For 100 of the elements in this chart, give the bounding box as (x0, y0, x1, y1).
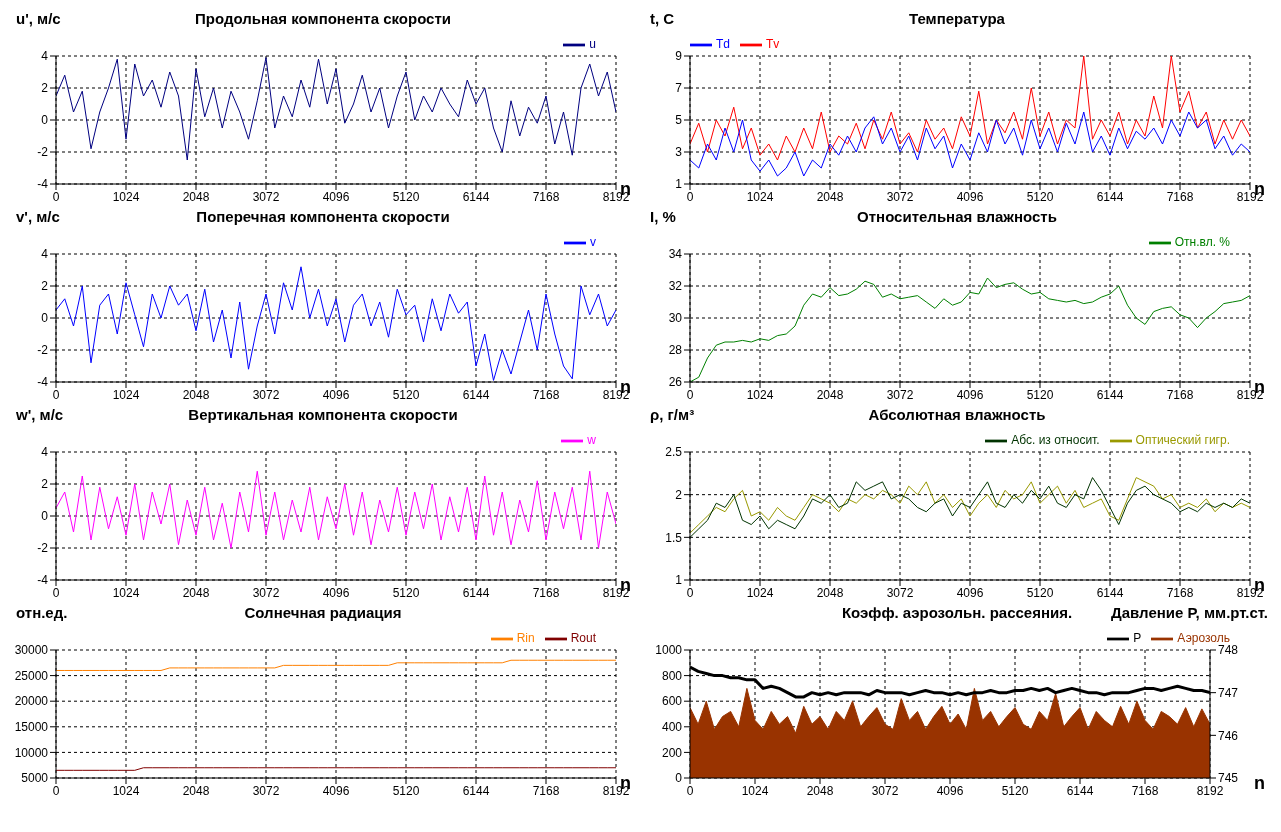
x-tick-label: 4096 (322, 783, 350, 798)
x-tick-label: 5120 (392, 387, 420, 402)
x-tick-label: 6144 (462, 585, 490, 600)
legend-label: P (1133, 631, 1142, 646)
y-tick-label: -4 (37, 177, 49, 192)
y-tick-label: 2 (675, 487, 683, 502)
y-tick-label: 400 (661, 720, 683, 735)
legend-label: u (589, 37, 596, 52)
x-tick-label: 2048 (182, 783, 210, 798)
x-tick-label: 0 (52, 189, 60, 204)
legend-label: Tv (766, 37, 780, 52)
y-tick-label: -2 (37, 343, 49, 358)
x-tick-label: 4096 (956, 387, 984, 402)
y-tick-label: 15000 (14, 720, 49, 735)
line-series (690, 111, 1250, 177)
legend-label: w (587, 433, 596, 448)
x-axis-title: n (1254, 773, 1265, 794)
legend-label: Rin (516, 631, 535, 646)
chart-title: Относительная влажность (857, 208, 1057, 225)
x-tick-label: 7168 (1166, 387, 1194, 402)
x-tick-label: 7168 (532, 585, 560, 600)
x-tick-label: 4096 (322, 189, 350, 204)
y-tick-label: 20000 (14, 694, 49, 709)
y-tick-label: 1.5 (665, 530, 683, 545)
y-tick-label: 25000 (14, 668, 49, 683)
x-tick-label: 3072 (886, 189, 914, 204)
legend-label: Отн.вл. % (1174, 235, 1230, 250)
y-tick-label: 4 (41, 445, 49, 460)
x-tick-label: 4096 (956, 585, 984, 600)
y-tick-label: 0 (41, 113, 49, 128)
chart-title: Солнечная радиация (244, 604, 402, 621)
x-tick-label: 5120 (392, 189, 420, 204)
x-tick-label: 5120 (1026, 387, 1054, 402)
x-tick-label: 7168 (1166, 585, 1194, 600)
x-tick-label: 7168 (532, 783, 560, 798)
y-tick-label: 0 (41, 509, 49, 524)
x-tick-label: 1024 (741, 783, 769, 798)
x-tick-label: 3072 (886, 387, 914, 402)
x-tick-label: 5120 (392, 585, 420, 600)
x-tick-label: 4096 (322, 585, 350, 600)
y-axis-title: u', м/с (16, 10, 61, 27)
chart-title: Температура (909, 10, 1005, 27)
y-tick-label: 2 (41, 81, 49, 96)
x-tick-label: 5120 (392, 783, 420, 798)
x-tick-label: 1024 (746, 585, 774, 600)
y-tick-label: 0 (675, 771, 683, 786)
x-tick-label: 1024 (112, 189, 140, 204)
x-tick-label: 6144 (1096, 189, 1124, 204)
x-tick-label: 2048 (806, 783, 834, 798)
x-tick-label: 0 (686, 189, 694, 204)
chart-title: Коэфф. аэрозольн. рассеяния. (841, 604, 1073, 621)
x-tick-label: 2048 (182, 189, 210, 204)
legend-label: Rout (570, 631, 596, 646)
x-tick-label: 2048 (816, 387, 844, 402)
y-tick-label: -4 (37, 375, 49, 390)
y2-tick-label: 747 (1218, 685, 1239, 700)
x-tick-label: 0 (686, 585, 694, 600)
x-tick-label: 7168 (1131, 783, 1159, 798)
x-tick-label: 7168 (532, 189, 560, 204)
y-axis-title: I, % (650, 208, 676, 225)
y-axis-title: отн.ед. (16, 604, 68, 621)
y-tick-label: 2 (41, 477, 49, 492)
x-tick-label: 6144 (1096, 387, 1124, 402)
x-tick-label: 1024 (112, 387, 140, 402)
y-tick-label: 200 (661, 745, 683, 760)
legend-label: Абс. из относит. (1011, 433, 1100, 448)
x-tick-label: 6144 (462, 783, 490, 798)
legend-label: Оптический гигр. (1135, 433, 1230, 448)
x-tick-label: 0 (52, 783, 60, 798)
x-tick-label: 3072 (252, 387, 280, 402)
y-tick-label: 32 (668, 279, 683, 294)
x-tick-label: 1024 (746, 387, 774, 402)
y-tick-label: 0 (41, 311, 49, 326)
y-tick-label: 2 (41, 279, 49, 294)
x-tick-label: 3072 (252, 189, 280, 204)
chart-title: Вертикальная компонента скорости (188, 406, 458, 423)
x-tick-label: 3072 (886, 585, 914, 600)
x-tick-label: 5120 (1026, 189, 1054, 204)
legend-label: v (590, 235, 596, 250)
y-tick-label: 2.5 (665, 445, 683, 460)
y-tick-label: 1 (675, 177, 683, 192)
y-axis-title: w', м/с (16, 406, 64, 423)
x-tick-label: 6144 (462, 189, 490, 204)
y-tick-label: 7 (675, 81, 683, 96)
y-axis-title: v', м/с (16, 208, 60, 225)
x-tick-label: 2048 (182, 387, 210, 402)
y2-tick-label: 745 (1218, 771, 1239, 786)
x-tick-label: 4096 (936, 783, 964, 798)
chart-title: Абсолютная влажность (868, 406, 1046, 423)
y-tick-label: 34 (668, 247, 683, 262)
y-tick-label: 30 (668, 311, 683, 326)
y-tick-label: 1 (675, 573, 683, 588)
y-tick-label: 28 (668, 343, 683, 358)
x-tick-label: 6144 (1066, 783, 1094, 798)
x-tick-label: 6144 (462, 387, 490, 402)
x-tick-label: 0 (686, 783, 694, 798)
chart-title: Поперечная компонента скорости (196, 208, 450, 225)
x-tick-label: 1024 (746, 189, 774, 204)
y-tick-label: 5 (675, 113, 683, 128)
legend-label: Аэрозоль (1177, 631, 1230, 646)
